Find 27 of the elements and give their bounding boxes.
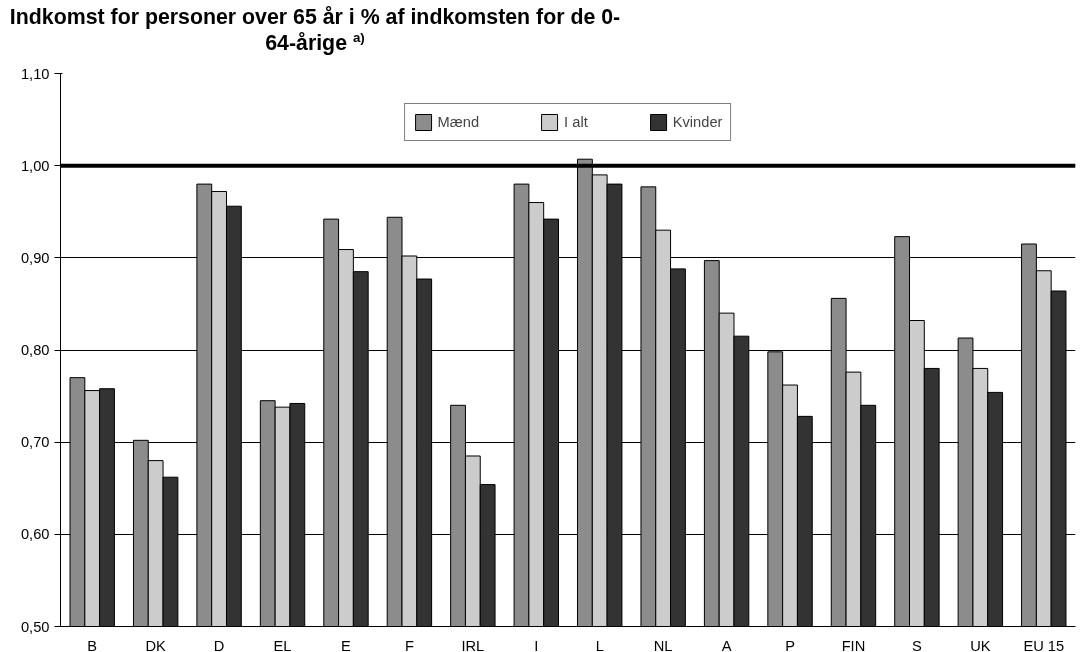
x-tick-label: A — [721, 637, 732, 652]
x-tick-label: L — [595, 637, 604, 652]
x-tick-label: DK — [145, 637, 167, 652]
x-tick-label: E — [341, 637, 352, 652]
x-tick-label: FIN — [841, 637, 866, 652]
y-tick-label: 0,70 — [20, 434, 50, 451]
legend-label: Mænd — [437, 114, 480, 130]
x-tick-label: D — [213, 637, 225, 652]
y-tick-label: 0,60 — [20, 526, 50, 543]
legend-label: I alt — [564, 114, 588, 130]
x-tick-label: UK — [970, 637, 991, 652]
x-tick-label: F — [404, 637, 414, 652]
y-tick-label: 1,00 — [20, 157, 50, 174]
y-tick-label: 0,80 — [20, 342, 50, 358]
x-tick-label: EL — [273, 637, 292, 652]
y-tick-label: 0,50 — [20, 618, 50, 635]
chart-title: Indkomst for personer over 65 år i % af indkomsten for de 0-64-årige $^{a)}$ — [8, 5, 622, 56]
x-tick-label: IRL — [461, 637, 485, 652]
x-tick-label: P — [785, 637, 795, 652]
legend-label: Kvinder — [672, 114, 723, 130]
y-tick-label: 0,90 — [20, 249, 50, 266]
y-tick-label: 1,10 — [20, 65, 50, 82]
x-tick-label: EU 15 — [1023, 637, 1065, 652]
x-tick-label: B — [87, 637, 98, 652]
x-tick-label: NL — [653, 637, 673, 652]
x-tick-label: S — [912, 637, 923, 652]
x-tick-label: I — [534, 637, 539, 652]
